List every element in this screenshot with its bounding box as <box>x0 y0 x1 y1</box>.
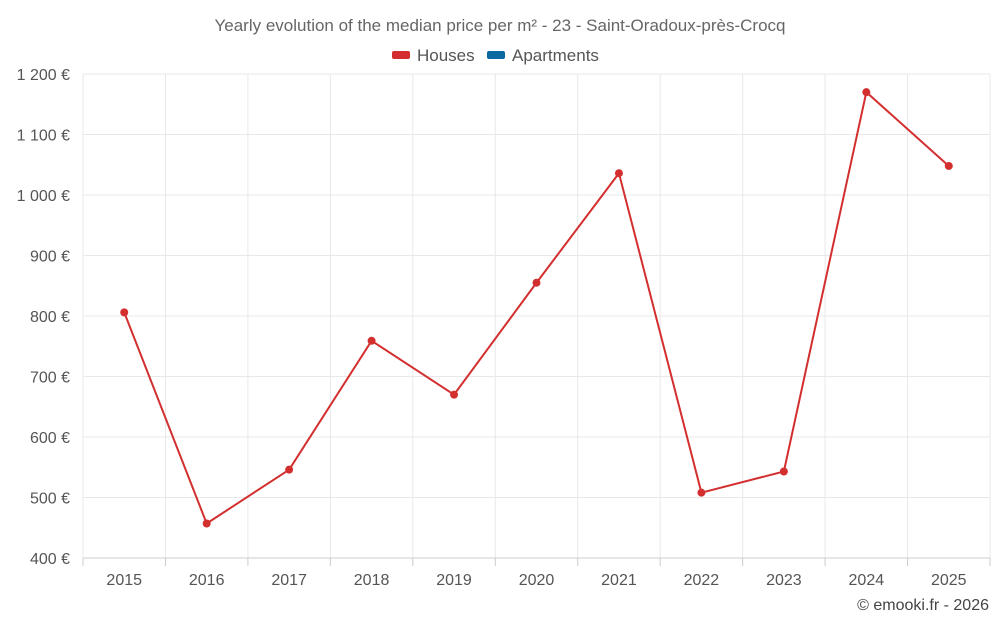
x-tick-label: 2015 <box>106 572 142 589</box>
x-tick-label: 2022 <box>684 572 720 589</box>
x-tick-label: 2016 <box>189 572 225 589</box>
x-axis-ticks: 2015 2016 2017 2018 2019 2020 2021 2022 2023 2024… <box>106 572 966 589</box>
legend-swatch-houses <box>392 51 410 59</box>
y-tick-label: 800 € <box>30 309 70 326</box>
data-point-houses-2018[interactable] <box>367 336 376 345</box>
y-tick-label: 900 € <box>30 249 70 266</box>
data-point-houses-2021[interactable] <box>614 169 623 178</box>
data-point-houses-2016[interactable] <box>202 519 211 528</box>
legend: Houses Apartments <box>392 46 599 65</box>
legend-label-houses: Houses <box>417 46 475 65</box>
x-tick-label: 2025 <box>931 572 967 589</box>
data-point-houses-2022[interactable] <box>697 488 706 497</box>
y-tick-label: 1 100 € <box>17 128 70 145</box>
x-tick-label: 2021 <box>601 572 637 589</box>
x-tick-label: 2024 <box>849 572 885 589</box>
legend-item-apartments[interactable]: Apartments <box>487 46 599 65</box>
y-tick-label: 500 € <box>30 491 70 508</box>
x-tick-label: 2019 <box>436 572 472 589</box>
y-tick-label: 700 € <box>30 370 70 387</box>
data-point-houses-2015[interactable] <box>120 308 129 317</box>
y-gridlines <box>83 73 990 498</box>
data-point-houses-2023[interactable] <box>779 467 788 476</box>
y-axis-ticks: 400 € 500 € 600 € 700 € 800 € 900 € 1 000 € 1 1… <box>17 67 70 568</box>
x-gridlines <box>82 74 991 566</box>
data-point-houses-2017[interactable] <box>285 465 294 474</box>
series-points <box>120 88 953 528</box>
x-tick-label: 2017 <box>271 572 307 589</box>
legend-swatch-apartments <box>487 51 505 59</box>
x-tick-label: 2018 <box>354 572 390 589</box>
chart-title: Yearly evolution of the median price per… <box>214 16 785 35</box>
y-tick-label: 1 000 € <box>17 188 70 205</box>
credit-text: © emooki.fr - 2026 <box>857 597 989 614</box>
data-point-houses-2020[interactable] <box>532 278 541 287</box>
y-tick-label: 600 € <box>30 430 70 447</box>
y-tick-label: 1 200 € <box>17 67 70 84</box>
data-point-houses-2019[interactable] <box>450 390 459 399</box>
x-tick-label: 2023 <box>766 572 802 589</box>
data-point-houses-2025[interactable] <box>944 161 953 170</box>
data-point-houses-2024[interactable] <box>862 88 871 97</box>
x-tick-label: 2020 <box>519 572 555 589</box>
legend-item-houses[interactable]: Houses <box>392 46 475 65</box>
legend-label-apartments: Apartments <box>512 46 599 65</box>
y-tick-label: 400 € <box>30 551 70 568</box>
